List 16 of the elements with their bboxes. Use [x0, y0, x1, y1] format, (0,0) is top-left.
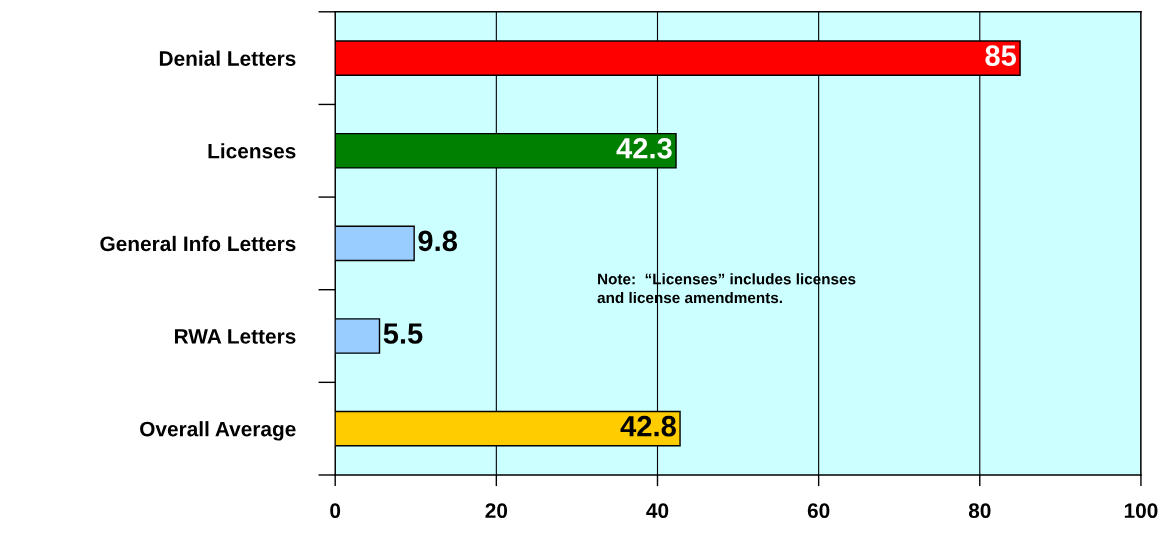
- data-label: 85: [985, 45, 1017, 66]
- y-tick-label: Denial Letters: [159, 50, 296, 66]
- x-tick-label: 0: [330, 503, 341, 519]
- y-tick-label: RWA Letters: [174, 329, 296, 344]
- x-tick-label: 100: [1124, 503, 1158, 519]
- x-tick-label: 20: [485, 503, 508, 519]
- data-label: 5.5: [383, 323, 423, 344]
- data-label: 42.8: [620, 415, 676, 437]
- x-tick-label: 80: [968, 503, 991, 519]
- y-tick-label: General Info Letters: [100, 235, 296, 252]
- y-tick-label: Overall Average: [140, 421, 296, 441]
- data-label: 42.3: [616, 137, 672, 159]
- x-tick-label: 40: [646, 503, 669, 519]
- x-tick-label: 60: [807, 503, 830, 519]
- data-label: 9.8: [418, 230, 458, 252]
- y-tick-label: Licenses: [208, 143, 296, 159]
